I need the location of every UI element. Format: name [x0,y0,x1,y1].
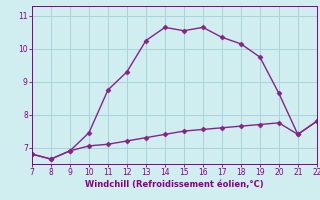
X-axis label: Windchill (Refroidissement éolien,°C): Windchill (Refroidissement éolien,°C) [85,180,264,189]
